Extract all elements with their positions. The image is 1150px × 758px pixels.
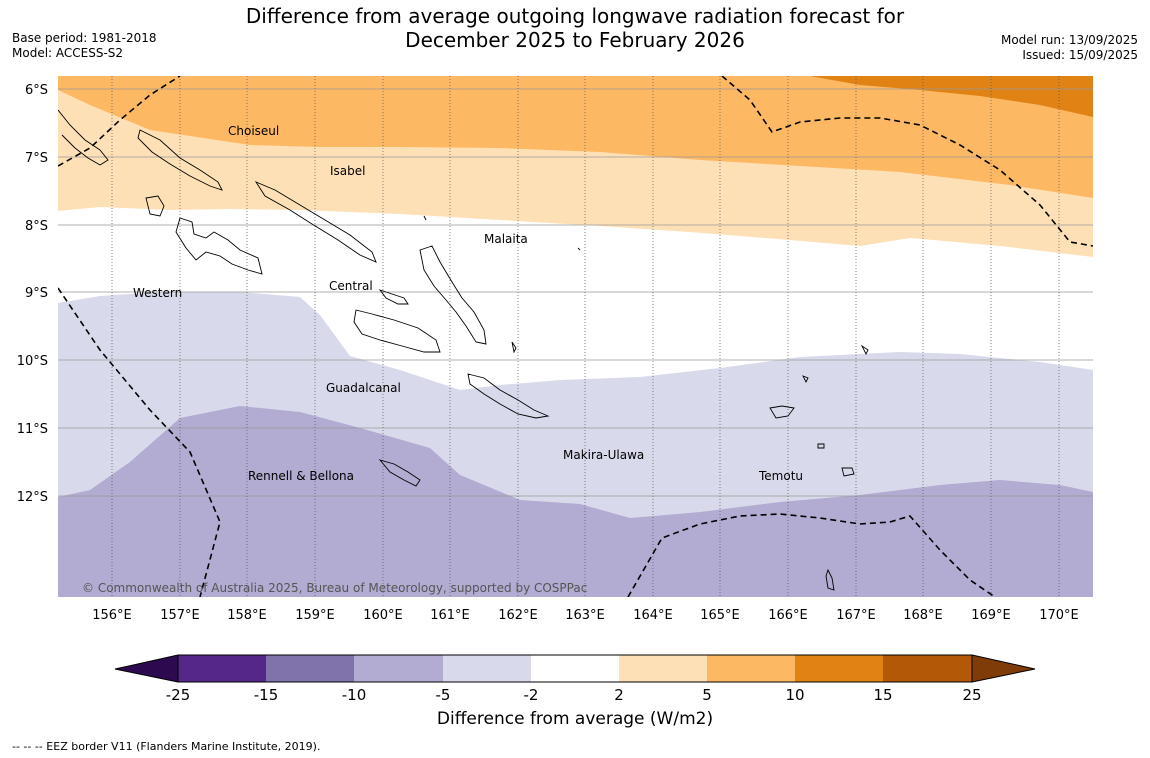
- model-run: Model run: 13/09/2025: [1000, 33, 1138, 47]
- lat-label-7s: 7°S: [25, 151, 48, 166]
- island-small-1: [825, 568, 835, 591]
- colorbar-segment-5: [531, 655, 619, 682]
- colorbar-segment-8: [795, 655, 883, 682]
- colorbar-tick-minus-10: -10: [342, 686, 367, 704]
- island-small-4: [511, 341, 517, 354]
- map-title: Difference from average outgoing longwav…: [0, 4, 1150, 52]
- map-title-line-2: December 2025 to February 2026: [405, 28, 745, 52]
- lon-label-160e: 160°E: [363, 608, 403, 623]
- band-minus-10-to-minus-5: [58, 406, 1093, 597]
- lon-label-168e: 168°E: [903, 608, 943, 623]
- colorbar-segment-9: [883, 655, 972, 682]
- colorbar-tick-10: 10: [785, 686, 804, 704]
- model-name: Model: ACCESS-S2: [12, 46, 124, 60]
- island-rennell: [378, 459, 421, 487]
- province-temotu: Temotu: [758, 469, 803, 483]
- colorbar-segment-1: [178, 655, 266, 682]
- island-small-3: [860, 344, 869, 356]
- lon-label-169e: 169°E: [971, 608, 1011, 623]
- lon-label-165e: 165°E: [700, 608, 740, 623]
- island-vanikoro: [841, 467, 855, 477]
- colorbar-segment-3: [354, 655, 443, 682]
- island-vella-lavella: [145, 195, 165, 217]
- colorbar-segment-7: [707, 655, 795, 682]
- lon-label-159e: 159°E: [295, 608, 335, 623]
- colorbar-tick-minus-25: -25: [166, 686, 191, 704]
- colorbar-tick-2: 2: [614, 686, 624, 704]
- province-choiseul: Choiseul: [228, 124, 279, 138]
- base-period: Base period: 1981-2018: [12, 31, 157, 45]
- lat-label-10s: 10°S: [17, 354, 48, 369]
- lon-label-162e: 162°E: [498, 608, 538, 623]
- lon-label-167e: 167°E: [836, 608, 876, 623]
- lon-label-158e: 158°E: [227, 608, 267, 623]
- eez-legend: -- -- -- EEZ border V11 (Flanders Marine…: [12, 740, 321, 753]
- lat-label-11s: 11°S: [17, 422, 48, 437]
- latitude-grid: [58, 88, 1093, 497]
- map-area: Choiseul Isabel Malaita Western Central …: [58, 76, 1093, 597]
- colorbar-tick-5: 5: [702, 686, 712, 704]
- colorbar-extend-high: [971, 654, 1036, 683]
- colorbar-segment-4: [443, 655, 531, 682]
- meta-right: Model run: 13/09/2025 Issued: 15/09/2025: [1001, 33, 1138, 63]
- lon-label-157e: 157°E: [160, 608, 200, 623]
- province-isabel: Isabel: [330, 164, 365, 178]
- colorbar-tick-15: 15: [873, 686, 892, 704]
- colorbar-segment-2: [266, 655, 354, 682]
- colorbar-tick-25: 25: [962, 686, 981, 704]
- island-malaita: [419, 245, 487, 345]
- island-isabel: [254, 181, 377, 263]
- coastlines: [58, 109, 869, 591]
- lat-label-6s: 6°S: [25, 83, 48, 98]
- province-central: Central: [329, 279, 373, 293]
- island-small-5: [577, 247, 581, 251]
- lat-label-8s: 8°S: [25, 219, 48, 234]
- lon-label-166e: 166°E: [768, 608, 808, 623]
- island-florida: [378, 289, 409, 305]
- colorbar-outline: [177, 654, 973, 683]
- band-plus-10-to-15: [810, 76, 1093, 117]
- province-guadalcanal: Guadalcanal: [326, 381, 401, 395]
- province-makira-ulawa: Makira-Ulawa: [563, 448, 644, 462]
- lat-label-9s: 9°S: [25, 286, 48, 301]
- meta-left: Base period: 1981-2018 Model: ACCESS-S2: [12, 31, 157, 61]
- province-labels: Choiseul Isabel Malaita Western Central …: [133, 124, 803, 483]
- lon-label-163e: 163°E: [565, 608, 605, 623]
- lat-label-12s: 12°S: [17, 490, 48, 505]
- lon-label-164e: 164°E: [633, 608, 673, 623]
- island-small-2: [802, 375, 809, 384]
- island-utupua: [817, 443, 825, 449]
- colorbar-tick-minus-15: -15: [254, 686, 279, 704]
- eez-border: [58, 76, 1093, 597]
- colorbar: -25 -15 -10 -5 -2 2 5 10 15 25: [114, 654, 1036, 704]
- copyright-notice: © Commonwealth of Australia 2025, Bureau…: [82, 581, 587, 595]
- map-title-line-1: Difference from average outgoing longwav…: [245, 4, 905, 28]
- lon-label-156e: 156°E: [92, 608, 132, 623]
- colorbar-segment-6: [619, 655, 707, 682]
- province-western: Western: [133, 286, 182, 300]
- forecast-map: Choiseul Isabel Malaita Western Central …: [17, 76, 1093, 704]
- island-santa-cruz: [769, 405, 795, 419]
- band-plus-5-to-10: [58, 76, 1093, 198]
- island-new-georgia: [175, 217, 263, 275]
- island-bougainville: [58, 109, 109, 166]
- province-malaita: Malaita: [484, 232, 528, 246]
- lon-label-161e: 161°E: [430, 608, 470, 623]
- colorbar-title: Difference from average (W/m2): [436, 709, 714, 729]
- colorbar-tick-minus-5: -5: [436, 686, 451, 704]
- longitude-labels: 156°E 157°E 158°E 159°E 160°E 161°E 162°…: [92, 608, 1079, 623]
- province-rennell-bellona: Rennell & Bellona: [248, 469, 354, 483]
- issued-date: Issued: 15/09/2025: [1022, 48, 1138, 62]
- colorbar-tick-minus-2: -2: [524, 686, 539, 704]
- island-small-6: [423, 215, 427, 221]
- lon-label-170e: 170°E: [1039, 608, 1079, 623]
- island-makira: [467, 373, 550, 419]
- island-guadalcanal: [353, 309, 441, 353]
- colorbar-extend-low: [114, 654, 179, 683]
- island-choiseul: [137, 129, 223, 191]
- latitude-labels: 6°S 7°S 8°S 9°S 10°S 11°S 12°S: [17, 83, 48, 505]
